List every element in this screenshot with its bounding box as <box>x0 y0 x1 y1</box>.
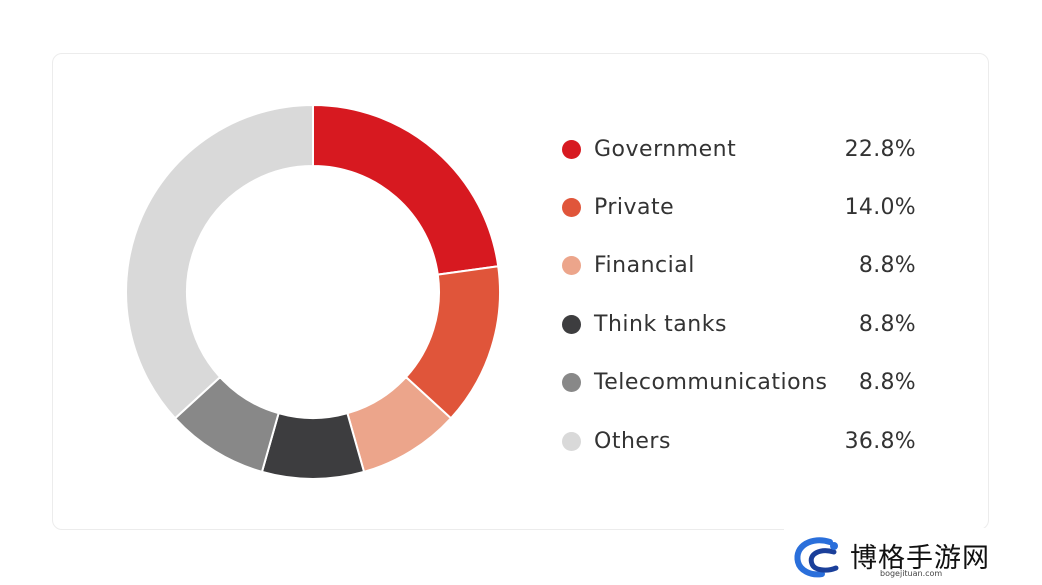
legend-label-private: Private <box>594 195 675 221</box>
chart-card <box>52 53 989 530</box>
legend-swatch-think-tanks <box>562 314 581 334</box>
legend-value-think-tanks: 8.8% <box>858 311 916 337</box>
watermark: 博格手游网 bogejituan.com <box>784 528 1042 585</box>
legend-item-others: Others 36.8% <box>562 412 922 470</box>
legend-swatch-financial <box>562 256 581 276</box>
legend-item-financial: Financial 8.8% <box>562 237 922 295</box>
legend-item-think-tanks: Think tanks 8.8% <box>562 295 922 353</box>
watermark-url: bogejituan.com <box>880 569 943 578</box>
legend-label-financial: Financial <box>594 253 695 279</box>
legend-value-financial: 8.8% <box>858 253 916 279</box>
legend-swatch-government <box>562 139 581 159</box>
legend-value-government: 22.8% <box>844 136 916 162</box>
donut-slice-government <box>312 103 500 276</box>
watermark-text: 博格手游网 <box>850 543 990 574</box>
legend-swatch-others <box>562 431 581 451</box>
watermark-logo-icon <box>794 537 839 578</box>
legend-label-think-tanks: Think tanks <box>594 311 727 337</box>
legend-swatch-telecommunications <box>562 373 581 393</box>
legend-item-private: Private 14.0% <box>562 178 922 236</box>
legend-value-telecommunications: 8.8% <box>858 370 916 396</box>
legend-item-telecommunications: Telecommunications 8.8% <box>562 354 922 412</box>
legend-label-government: Government <box>594 136 737 162</box>
legend-value-private: 14.0% <box>844 195 916 221</box>
legend-label-others: Others <box>594 428 671 454</box>
chart-legend: Government 22.8% Private 14.0% Financial 8.8%… <box>562 120 922 470</box>
donut-slice-others <box>125 103 314 420</box>
legend-label-telecommunications: Telecommunications <box>594 370 828 396</box>
donut-slice-think-tanks <box>260 411 366 480</box>
legend-swatch-private <box>562 198 581 218</box>
legend-item-government: Government 22.8% <box>562 120 922 178</box>
legend-value-others: 36.8% <box>844 428 916 454</box>
